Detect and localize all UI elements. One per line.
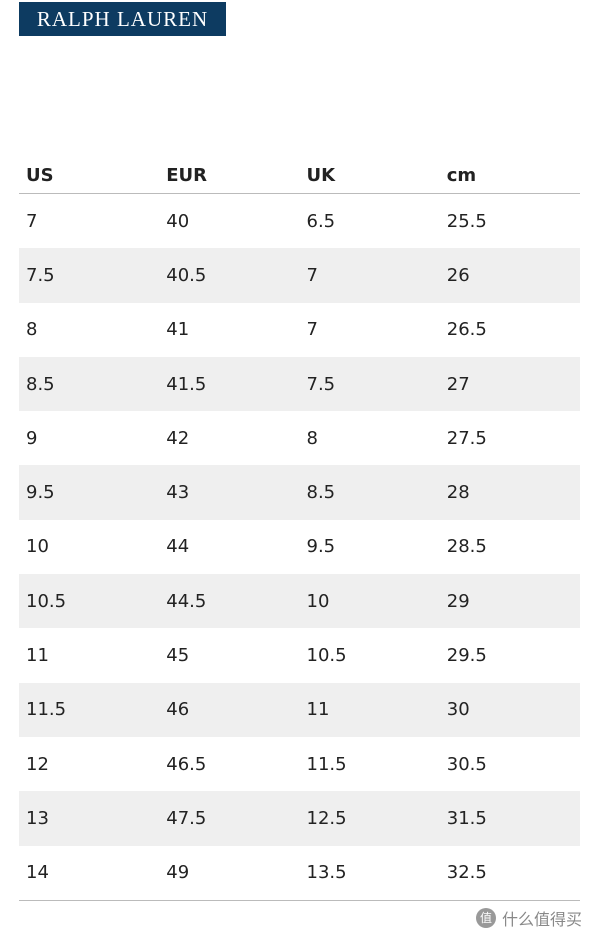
table-cell: 9.5 [306,536,336,558]
logo: RALPH LAUREN [19,2,226,36]
table-cell: 41.5 [159,356,300,412]
table-row: 13 47.5 12.5 31.5 [19,791,580,846]
table-cell: 9 [26,427,38,449]
table-cell: 41 [166,319,190,341]
table-cell: 26 [439,248,580,303]
header-row: US EUR UK cm [19,158,580,194]
table-cell: 45 [166,645,190,667]
table-cell: 40.5 [159,248,300,303]
table-cell: 10 [26,536,49,558]
table-row: 8.5 41.5 7.5 27 [19,356,580,412]
table-cell: 13.5 [299,845,440,901]
table-cell: 14 [19,845,160,901]
table-cell: 29 [439,574,580,629]
table-cell: 31.5 [439,791,580,846]
table-cell: 7 [26,210,38,232]
table-cell: 8.5 [299,465,440,520]
table-row: 11 45 10.5 29.5 [19,628,580,682]
table-cell: 8.5 [19,356,160,412]
table-cell: 7 [299,248,440,303]
table-cell: 49 [159,845,300,901]
table-row: 14 49 13.5 32.5 [19,845,580,901]
table-cell: 46.5 [166,753,207,775]
table-cell: 26.5 [446,319,487,341]
table-cell: 12.5 [299,791,440,846]
table-cell: 11 [26,645,49,667]
table-cell: 7 [306,319,318,341]
table-cell: 9.5 [19,465,160,520]
table-cell: 42 [166,427,190,449]
table-row: 7 40 6.5 25.5 [19,194,580,249]
table-cell: 44.5 [159,574,300,629]
column-header: UK [299,158,440,194]
table-cell: 47.5 [159,791,300,846]
table-cell: 46 [159,682,300,737]
table-cell: 27.5 [446,427,487,449]
table-row: 10 44 9.5 28.5 [19,520,580,574]
table-row: 8 41 7 26.5 [19,303,580,357]
watermark-icon: 值 [475,908,496,928]
table-row: 9 42 8 27.5 [19,411,580,465]
watermark: 值 什么值得买 [475,906,582,930]
column-header: US [19,158,160,194]
table-cell: 32.5 [439,845,580,901]
table-row: 11.5 46 11 30 [19,682,580,737]
table-cell: 6.5 [306,210,336,232]
table-cell: 8 [26,319,38,341]
table-cell: 11 [299,682,440,737]
table-cell: 11.5 [306,753,347,775]
table-cell: 30.5 [446,753,487,775]
table-row: 7.5 40.5 7 26 [19,248,580,303]
table-cell: 28 [439,465,580,520]
table-row: 12 46.5 11.5 30.5 [19,737,580,791]
table-cell: 28.5 [446,536,487,558]
table-cell: 44 [166,536,190,558]
table-cell: 29.5 [446,645,487,667]
table-cell: 30 [439,682,580,737]
table-cell: 10.5 [19,574,160,629]
column-header: cm [439,158,580,194]
table-row: 9.5 43 8.5 28 [19,465,580,520]
table-cell: 10.5 [306,645,347,667]
table-cell: 25.5 [446,210,487,232]
table-cell: 7.5 [19,248,160,303]
size-table: US EUR UK cm 7 40 6.5 25.5 7.5 40.5 7 26 8 41 7 26.5 8.… [19,158,580,901]
table-cell: 13 [19,791,160,846]
column-header: EUR [159,158,300,194]
table-cell: 7.5 [299,356,440,412]
table-cell: 43 [159,465,300,520]
table-row: 10.5 44.5 10 29 [19,574,580,629]
table-cell: 12 [26,753,49,775]
table-cell: 40 [166,210,190,232]
watermark-text: 什么值得买 [501,910,582,929]
table-cell: 8 [306,427,318,449]
table-cell: 10 [299,574,440,629]
table-cell: 11.5 [19,682,160,737]
table-cell: 27 [439,356,580,412]
